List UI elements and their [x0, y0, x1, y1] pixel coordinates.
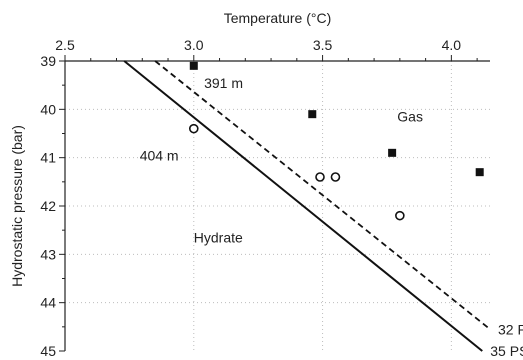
tick-marks: [59, 55, 478, 352]
y-tick-label: 43: [40, 246, 56, 262]
open-circle-marker: [330, 172, 341, 182]
open-circle-marker: [395, 210, 405, 221]
grid-lines: [65, 61, 490, 351]
y-axis-title: Hydrostatic pressure (bar): [9, 125, 25, 287]
series-label: 32 PSU: [498, 321, 523, 337]
annotation-label: Gas: [397, 109, 423, 125]
phase-boundary-lines: 32 PSU 35 PSU: [123, 60, 523, 359]
filled-square-marker: [189, 61, 198, 70]
y-tick-label: 41: [40, 150, 56, 166]
axis-titles: Temperature (°C) Hydrostatic pressure (b…: [9, 10, 331, 287]
series-label: 35 PSU: [490, 343, 523, 359]
open-circle-marker: [188, 123, 199, 134]
annotation-label: 404 m: [140, 147, 179, 163]
filled-square-marker: [475, 168, 484, 177]
boundary-line-35psu: [123, 60, 483, 352]
annotation-label: Hydrate: [194, 229, 243, 245]
y-tick-label: 45: [40, 343, 56, 359]
y-tick-label: 42: [40, 198, 56, 214]
x-tick-label: 2.5: [55, 37, 75, 53]
x-tick-label: 4.0: [442, 37, 462, 53]
filled-square-marker: [308, 110, 317, 119]
x-tick-label: 3.0: [184, 37, 204, 53]
open-circle-marker: [315, 172, 325, 182]
y-tick-label: 44: [40, 295, 56, 311]
data-points: [188, 61, 484, 221]
y-tick-label: 39: [40, 53, 56, 69]
annotations: 391 m 404 m Gas Hydrate: [140, 75, 423, 246]
x-axis-title: Temperature (°C): [224, 10, 332, 26]
x-tick-label: 3.5: [313, 37, 333, 53]
y-tick-label: 40: [40, 101, 56, 117]
boundary-line-32psu: [154, 60, 491, 330]
tick-labels: 2.5 3.0 3.5 4.0 39 40 41 42 43 44 45: [40, 37, 461, 359]
filled-square-marker: [388, 148, 397, 157]
annotation-label: 391 m: [204, 75, 243, 91]
